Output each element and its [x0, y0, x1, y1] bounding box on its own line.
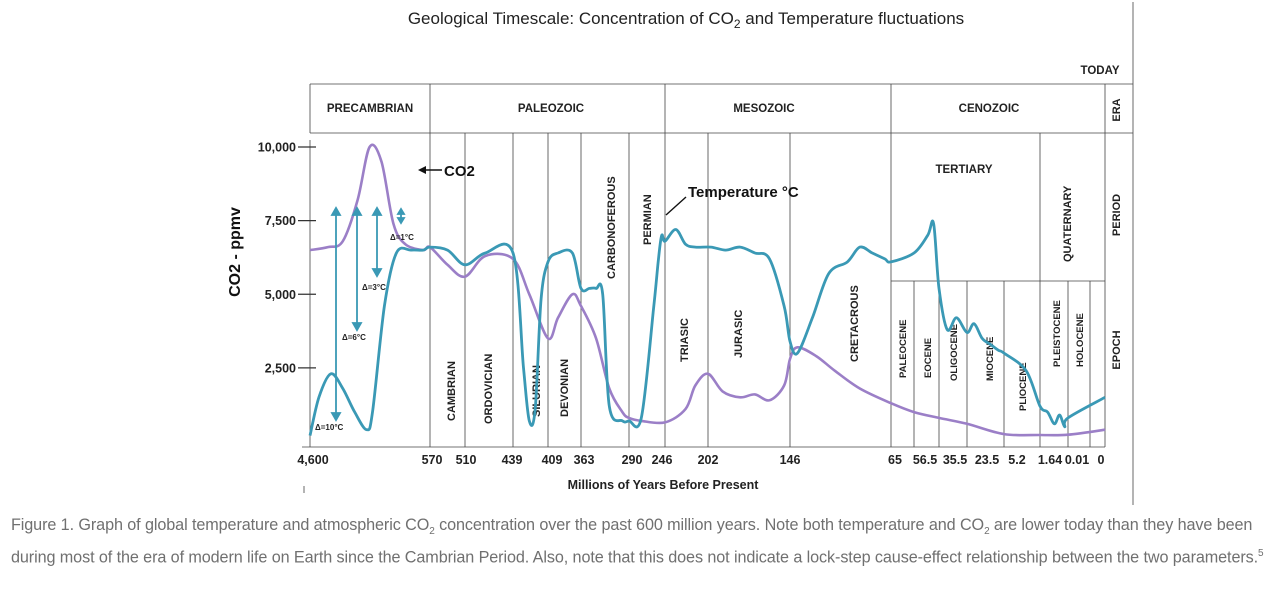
- x-tick-label: 23.5: [975, 453, 999, 467]
- y-tick-label: 7,500: [265, 214, 296, 228]
- figure-caption: Figure 1. Graph of global temperature an…: [11, 516, 1264, 567]
- temperature-delta-arrows: [330, 206, 406, 422]
- period-label-jurasic: JURASIC: [733, 310, 745, 358]
- epoch-label-oligocene: OLIGOCENE: [949, 324, 960, 381]
- x-tick-label: 35.5: [943, 453, 967, 467]
- geological-chart: Geological Timescale: Concentration of C…: [227, 2, 1134, 505]
- delta-label-3: Δ=3°C: [362, 283, 386, 292]
- period-label-cretacrous: CRETACROUS: [849, 285, 861, 362]
- period-label-ordovician: ORDOVICIAN: [483, 354, 495, 424]
- row-label-period: PERIOD: [1111, 194, 1123, 236]
- x-tick-label: 409: [542, 453, 563, 467]
- delta-label-1: Δ=1°C: [390, 233, 414, 242]
- co2-annotation-label: CO2: [444, 163, 475, 180]
- x-axis-label: Millions of Years Before Present: [568, 478, 760, 492]
- x-tick-label: 246: [652, 453, 673, 467]
- period-label-permian: PERMIAN: [642, 194, 654, 245]
- today-label: TODAY: [1081, 65, 1120, 77]
- epoch-label-paleocene: PALEOCENE: [898, 320, 909, 378]
- x-tick-label: 0.01: [1065, 453, 1089, 467]
- period-label-triasic: TRIASIC: [679, 318, 691, 362]
- era-label-mesozoic: MESOZOIC: [733, 103, 794, 115]
- era-label-paleozoic: PALEOZOIC: [518, 103, 584, 115]
- row-label-epoch: EPOCH: [1111, 330, 1123, 369]
- epoch-labels: PALEOCENE EOCENE OLIGOCENE MIOCENE PLIOCENE P…: [898, 300, 1086, 411]
- epoch-label-pleistocene: PLEISTOCENE: [1052, 300, 1063, 367]
- y-axis: 2,500 5,000 7,500 10,000: [258, 141, 316, 375]
- y-tick-label: 10,000: [258, 141, 296, 155]
- x-tick-label: 202: [698, 453, 719, 467]
- x-tick-label: 65: [888, 453, 902, 467]
- y-tick-label: 5,000: [265, 288, 296, 302]
- temperature-series-line: [308, 219, 1106, 436]
- x-tick-label: 0: [1098, 453, 1105, 467]
- timescale-grid: [302, 2, 1134, 505]
- delta-label-6: Δ=6°C: [342, 333, 366, 342]
- chart-title: Geological Timescale: Concentration of C…: [408, 9, 964, 31]
- period-label-quaternary: QUATERNARY: [1062, 185, 1074, 262]
- period-label-carbonoferous: CARBONOFEROUS: [606, 176, 618, 279]
- co2-annotation: CO2: [418, 163, 475, 180]
- x-tick-label: 510: [456, 453, 477, 467]
- x-tick-label: 363: [574, 453, 595, 467]
- x-tick-label: 439: [502, 453, 523, 467]
- era-labels: PRECAMBRIAN PALEOZOIC MESOZOIC CENOZOIC: [327, 103, 1019, 115]
- period-label-devonian: DEVONIAN: [559, 359, 571, 417]
- x-axis-ticks: 4,600 570 510 439 409 363 290 246 202 146 65 56.5 35…: [297, 453, 1104, 467]
- x-tick-label: 290: [622, 453, 643, 467]
- epoch-label-eocene: EOCENE: [923, 338, 934, 378]
- epoch-label-pliocene: PLIOCENE: [1018, 362, 1029, 411]
- row-label-era: ERA: [1111, 98, 1123, 121]
- x-tick-label: 4,600: [297, 453, 328, 467]
- x-tick-label: 56.5: [913, 453, 937, 467]
- tertiary-label: TERTIARY: [935, 164, 992, 176]
- x-tick-label: 146: [780, 453, 801, 467]
- era-label-cenozoic: CENOZOIC: [959, 103, 1020, 115]
- epoch-label-holocene: HOLOCENE: [1075, 313, 1086, 367]
- y-tick-label: 2,500: [265, 361, 296, 375]
- x-tick-label: 5.2: [1008, 453, 1025, 467]
- temperature-annotation: Temperature °C: [665, 184, 799, 216]
- temperature-annotation-label: Temperature °C: [688, 184, 799, 201]
- period-label-cambrian: CAMBRIAN: [446, 361, 458, 421]
- x-tick-label: 570: [422, 453, 443, 467]
- delta-label-10: Δ=10°C: [315, 423, 344, 432]
- epoch-label-miocene: MIOCENE: [985, 337, 996, 381]
- y-axis-label: CO2 - ppmv: [227, 207, 244, 297]
- x-tick-label: 1.64: [1038, 453, 1062, 467]
- era-label-precambrian: PRECAMBRIAN: [327, 103, 413, 115]
